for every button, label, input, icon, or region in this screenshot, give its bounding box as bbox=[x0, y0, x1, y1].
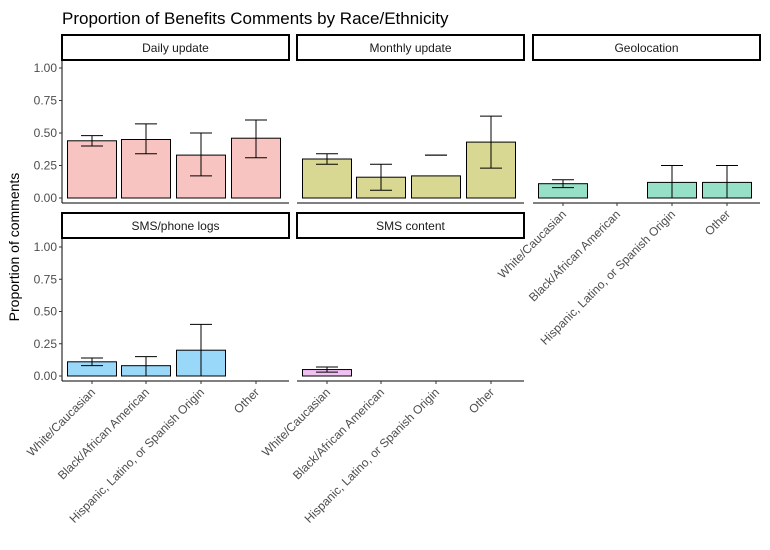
panel-geolocation: GeolocationWhite/CaucasianBlack/African … bbox=[495, 34, 761, 348]
y-tick-label: 0.75 bbox=[34, 94, 58, 108]
error-bar bbox=[81, 357, 103, 367]
error-bar bbox=[81, 135, 103, 147]
facet-strip bbox=[296, 212, 525, 239]
y-tick-label: 0.00 bbox=[34, 369, 58, 383]
error-bar bbox=[716, 165, 738, 199]
error-bar bbox=[552, 179, 574, 189]
y-axis-title: Proportion of comments bbox=[6, 173, 22, 322]
panel-daily-update: Daily update 0.00 0.25 0.50 0.75 1.00 bbox=[34, 34, 290, 205]
error-bar bbox=[190, 323, 212, 377]
panels-layer: Daily update 0.00 0.25 0.50 0.75 1.00 Monthly … bbox=[24, 34, 761, 526]
x-tick-label: Black/African American bbox=[290, 385, 387, 482]
facet-strip bbox=[61, 212, 290, 239]
facet-strip-label: Daily update bbox=[142, 41, 209, 55]
y-tick-label: 1.00 bbox=[34, 61, 58, 75]
bar bbox=[67, 140, 117, 199]
x-tick-label: Other bbox=[466, 385, 497, 416]
bar bbox=[302, 158, 352, 199]
y-tick-label: 1.00 bbox=[34, 240, 58, 254]
error-bar bbox=[135, 123, 157, 155]
facet-strip-label: SMS content bbox=[376, 219, 445, 233]
x-tick-label: Other bbox=[702, 207, 733, 238]
bar bbox=[411, 175, 461, 199]
y-tick-label: 0.25 bbox=[34, 337, 58, 351]
panel-sms-phone-logs: SMS/phone logs0.000.250.500.751.00White/… bbox=[24, 212, 290, 526]
error-bar bbox=[316, 153, 338, 165]
y-tick-label: 0.25 bbox=[34, 159, 58, 173]
bar bbox=[231, 137, 281, 199]
error-bar bbox=[135, 356, 157, 377]
x-tick-label: Black/African American bbox=[55, 385, 152, 482]
facet-strip-label: SMS/phone logs bbox=[131, 219, 219, 233]
chart-title: Proportion of Benefits Comments by Race/… bbox=[62, 9, 449, 28]
error-bar bbox=[370, 163, 392, 191]
facet-strip-label: Geolocation bbox=[614, 41, 678, 55]
facet-strip bbox=[296, 34, 525, 61]
panel-monthly-update: Monthly update bbox=[296, 34, 525, 204]
panel-sms-content: SMS contentWhite/CaucasianBlack/African … bbox=[259, 212, 525, 526]
error-bar bbox=[316, 366, 338, 373]
facet-strip bbox=[532, 34, 761, 61]
x-tick-label: Black/African American bbox=[526, 207, 623, 304]
x-tick-label: Other bbox=[231, 385, 262, 416]
error-bar bbox=[661, 165, 683, 199]
facet-strip-label: Monthly update bbox=[369, 41, 451, 55]
error-bar bbox=[480, 115, 502, 169]
error-bar bbox=[245, 119, 267, 159]
y-tick-label: 0.00 bbox=[34, 191, 58, 205]
error-bar bbox=[190, 132, 212, 177]
facet-strip bbox=[61, 34, 290, 61]
y-tick-label: 0.50 bbox=[34, 126, 58, 140]
y-tick-label: 0.50 bbox=[34, 305, 58, 319]
y-tick-label: 0.75 bbox=[34, 272, 58, 286]
